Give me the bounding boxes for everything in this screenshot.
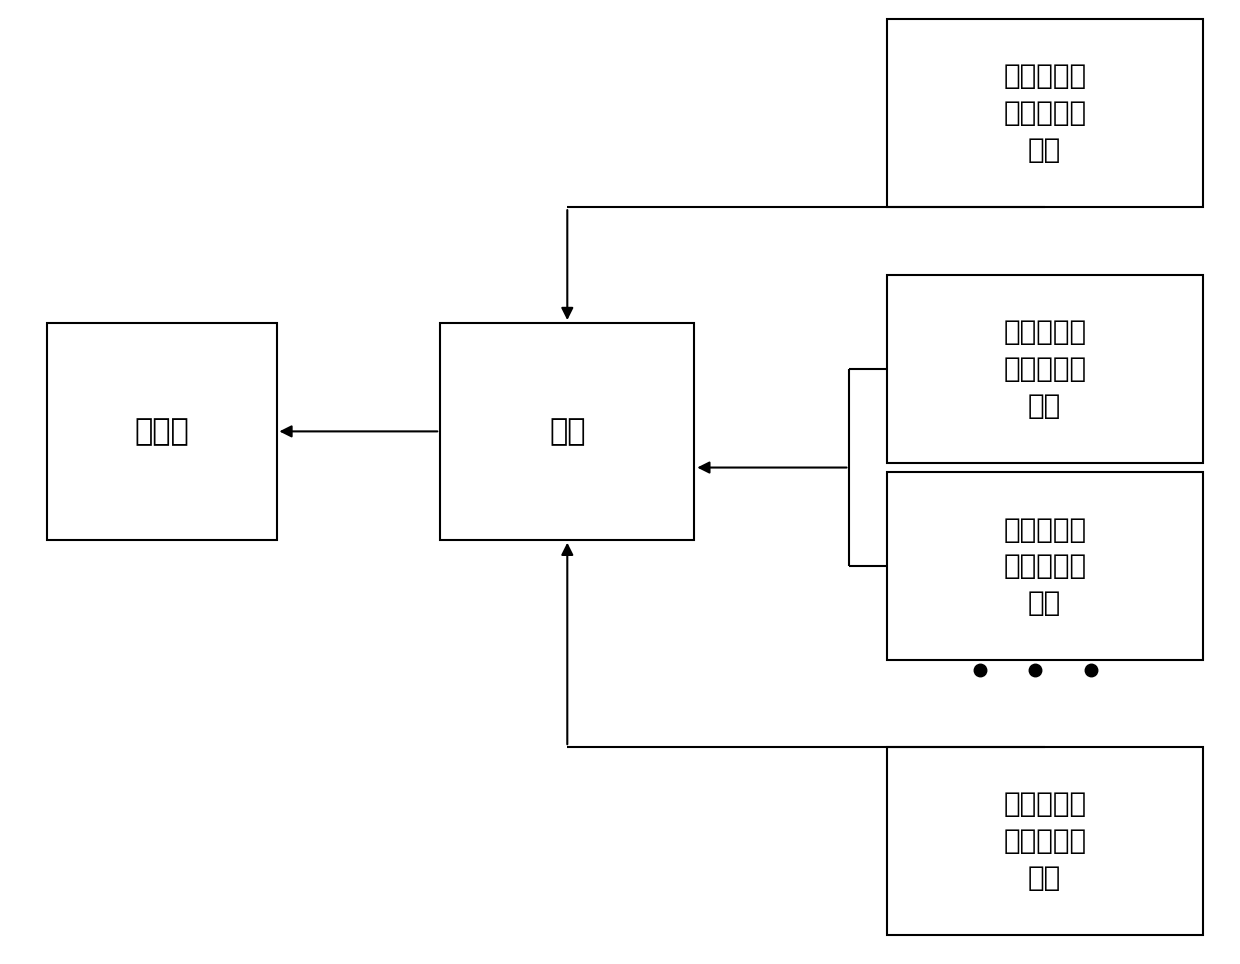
Bar xyxy=(47,323,277,540)
Bar xyxy=(440,323,694,540)
Bar xyxy=(887,472,1203,660)
Bar xyxy=(887,747,1203,935)
Text: 紫外、双目
视视复合探
测器: 紫外、双目 视视复合探 测器 xyxy=(1003,516,1086,617)
Text: 网关: 网关 xyxy=(549,416,585,446)
Text: 紫外、双目
视视复合探
测器: 紫外、双目 视视复合探 测器 xyxy=(1003,790,1086,892)
Bar xyxy=(887,275,1203,463)
Bar xyxy=(887,19,1203,207)
Text: 紫外、双目
视视复合探
测器: 紫外、双目 视视复合探 测器 xyxy=(1003,318,1086,419)
Text: 服务器: 服务器 xyxy=(134,416,190,446)
Text: 紫外、双目
视视复合探
测器: 紫外、双目 视视复合探 测器 xyxy=(1003,63,1086,164)
